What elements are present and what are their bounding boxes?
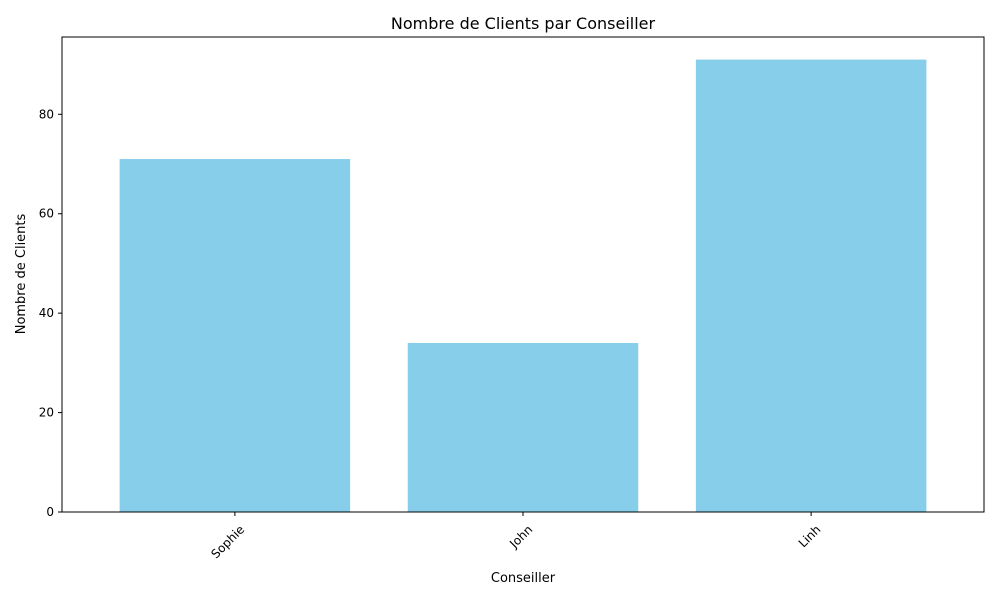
- y-tick-label: 60: [39, 207, 54, 221]
- x-axis-label: Conseiller: [491, 571, 556, 586]
- y-axis-label: Nombre de Clients: [14, 213, 29, 334]
- y-tick-label: 40: [39, 306, 54, 320]
- y-tick-label: 0: [46, 505, 54, 519]
- bars-layer: [119, 59, 927, 513]
- bar-john: [407, 342, 639, 512]
- bar-sophie: [119, 159, 351, 513]
- bar-linh: [695, 59, 927, 513]
- x-axis: Sophie John Linh: [208, 512, 823, 561]
- y-tick-label: 80: [39, 107, 54, 121]
- x-tick-label: Sophie: [208, 522, 247, 561]
- x-tick-label: Linh: [796, 522, 824, 550]
- y-axis: 0 20 40 60 80: [39, 107, 62, 519]
- chart-title: Nombre de Clients par Conseiller: [391, 14, 656, 33]
- y-tick-label: 20: [39, 406, 54, 420]
- x-tick-label: John: [506, 522, 535, 551]
